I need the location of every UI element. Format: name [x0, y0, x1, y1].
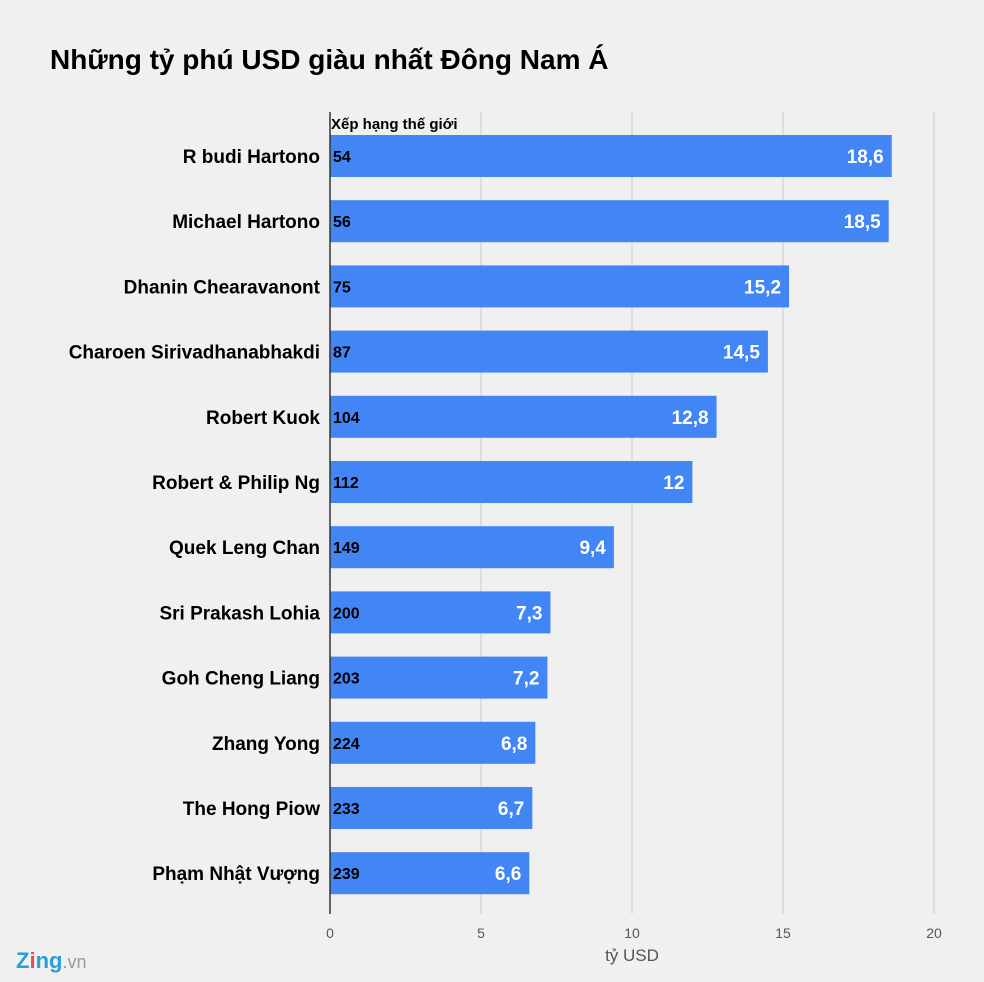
rank-label: 149: [333, 540, 360, 557]
bar: [330, 656, 548, 699]
category-label: The Hong Piow: [183, 799, 320, 820]
data-label: 9,4: [579, 538, 606, 559]
bar: [330, 852, 530, 895]
x-tick-label: 20: [926, 925, 942, 941]
logo-domain: .vn: [62, 952, 87, 972]
zing-logo: Zing.vn: [16, 948, 86, 974]
data-label: 6,6: [495, 864, 521, 885]
rank-label: 54: [333, 149, 351, 166]
category-label: Phạm Nhật Vượng: [152, 864, 320, 885]
category-label: R budi Hartono: [183, 147, 320, 168]
rank-label: 239: [333, 866, 360, 883]
x-tick-label: 5: [477, 925, 485, 941]
category-label: Charoen Sirivadhanabhakdi: [69, 343, 320, 364]
category-label: Dhanin Chearavanont: [124, 277, 321, 298]
category-label: Robert Kuok: [206, 408, 320, 429]
bar: [330, 265, 790, 308]
bar: [330, 526, 614, 569]
rank-label: 203: [333, 671, 360, 688]
category-label: Quek Leng Chan: [169, 538, 320, 559]
bar: [330, 135, 892, 177]
rank-label: 56: [333, 214, 351, 231]
rank-header: Xếp hạng thế giới: [331, 116, 458, 133]
category-label: Zhang Yong: [212, 734, 320, 755]
data-label: 12: [663, 473, 684, 494]
data-label: 18,6: [847, 147, 884, 168]
x-tick-label: 15: [775, 925, 791, 941]
bar: [330, 330, 768, 373]
bar: [330, 787, 533, 829]
logo-letter-z: Z: [16, 948, 30, 973]
rank-label: 87: [333, 345, 351, 362]
logo-letter-i: i: [29, 948, 36, 973]
bar: [330, 721, 536, 764]
data-label: 14,5: [723, 343, 760, 364]
data-label: 15,2: [744, 277, 781, 298]
chart-title: Những tỷ phú USD giàu nhất Đông Nam Á: [50, 44, 609, 75]
data-label: 7,3: [516, 603, 542, 624]
data-label: 7,2: [513, 669, 539, 690]
rank-label: 75: [333, 279, 351, 296]
logo-letters-ng: ng: [35, 948, 63, 973]
x-tick-label: 0: [326, 925, 334, 941]
data-label: 12,8: [672, 408, 709, 429]
data-label: 6,7: [498, 799, 524, 820]
category-label: Michael Hartono: [172, 212, 320, 233]
rank-label: 112: [333, 475, 359, 492]
category-label: Robert & Philip Ng: [152, 473, 320, 494]
x-tick-label: 10: [624, 925, 640, 941]
data-label: 18,5: [844, 212, 881, 233]
rank-label: 200: [333, 605, 360, 622]
rank-label: 233: [333, 801, 360, 818]
bar: [330, 461, 693, 503]
rank-label: 224: [333, 736, 360, 753]
bar: [330, 591, 551, 634]
category-label: Sri Prakash Lohia: [159, 603, 320, 624]
bar: [330, 200, 889, 243]
x-axis-label: tỷ USD: [605, 946, 659, 965]
rank-label: 104: [333, 410, 360, 427]
bar: [330, 395, 717, 438]
category-label: Goh Cheng Liang: [162, 669, 320, 690]
data-label: 6,8: [501, 734, 527, 755]
